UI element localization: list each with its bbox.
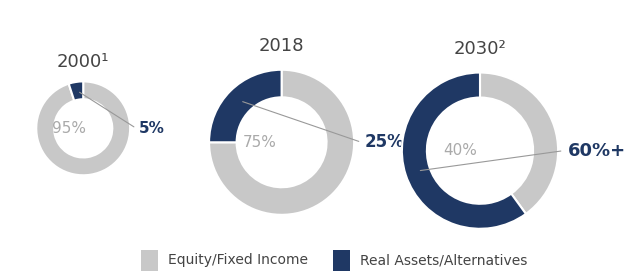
Text: 2030²: 2030² <box>454 40 506 59</box>
Text: 25%: 25% <box>365 133 404 151</box>
Text: 40%: 40% <box>444 143 477 158</box>
Bar <box>141 250 158 271</box>
Wedge shape <box>402 73 526 229</box>
Wedge shape <box>480 73 558 214</box>
Wedge shape <box>209 70 282 142</box>
Wedge shape <box>68 81 83 101</box>
Wedge shape <box>209 70 354 215</box>
Text: 2000¹: 2000¹ <box>57 53 109 71</box>
Text: 75%: 75% <box>243 135 276 150</box>
Text: 95%: 95% <box>52 121 86 136</box>
Text: Real Assets/Alternatives: Real Assets/Alternatives <box>360 253 527 267</box>
Text: 5%: 5% <box>139 121 164 136</box>
Text: 2018: 2018 <box>259 37 305 55</box>
Wedge shape <box>36 81 130 175</box>
Text: Equity/Fixed Income: Equity/Fixed Income <box>168 253 308 267</box>
Text: 60%+: 60%+ <box>568 142 626 160</box>
Bar <box>333 250 350 271</box>
